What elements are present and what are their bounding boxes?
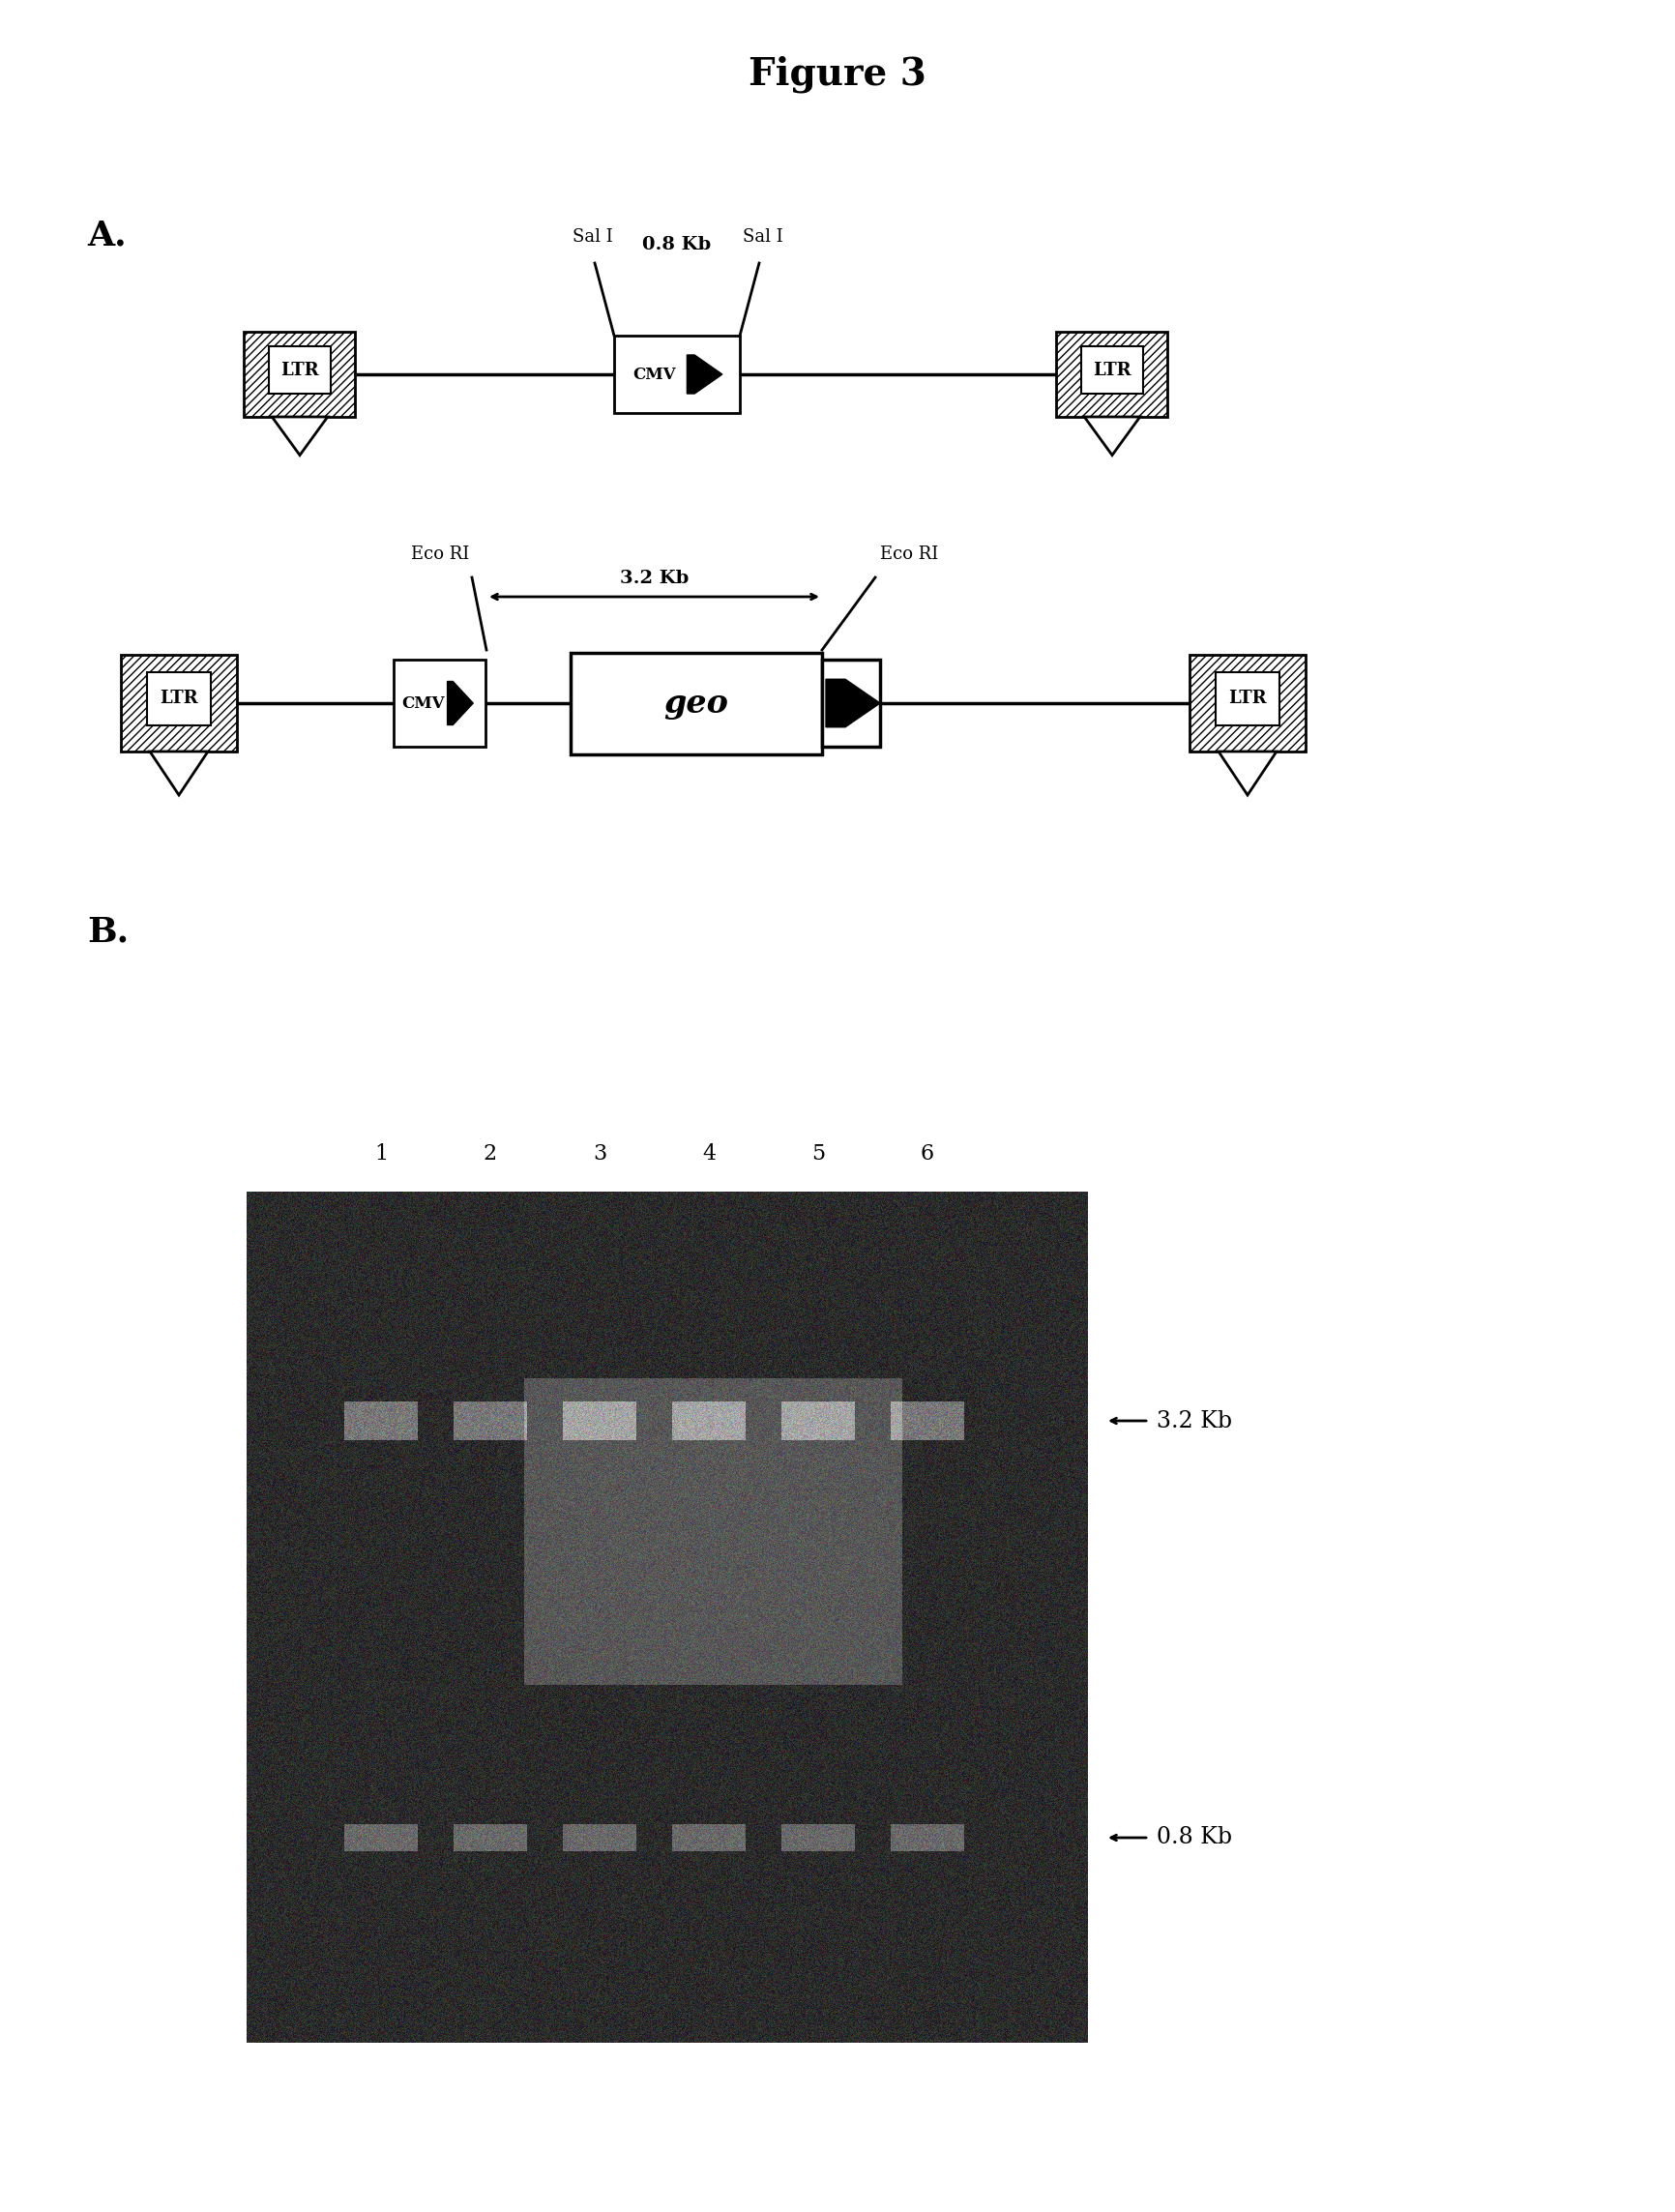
Text: geo: geo (663, 688, 729, 719)
Bar (1214, 672, 1278, 726)
Bar (270, 347, 330, 394)
Text: 5: 5 (811, 1144, 824, 1164)
Polygon shape (1218, 752, 1276, 794)
Bar (147, 672, 211, 726)
Text: 1: 1 (374, 1144, 387, 1164)
Bar (613, 336, 739, 414)
Text: LTR: LTR (280, 361, 318, 378)
Text: 4: 4 (702, 1144, 715, 1164)
Bar (245, 332, 355, 416)
FancyArrow shape (687, 354, 722, 394)
Text: 2: 2 (482, 1144, 497, 1164)
Text: 6: 6 (920, 1144, 933, 1164)
Text: CMV: CMV (633, 367, 675, 383)
Text: LTR: LTR (1228, 690, 1266, 708)
Text: 3.2 Kb: 3.2 Kb (1156, 1409, 1231, 1431)
Bar (394, 659, 486, 748)
Text: LTR: LTR (159, 690, 198, 708)
Text: B.: B. (87, 916, 129, 949)
Bar (1055, 332, 1167, 416)
Text: 0.8 Kb: 0.8 Kb (642, 237, 710, 254)
FancyArrow shape (447, 681, 472, 726)
Text: Sal I: Sal I (742, 228, 782, 246)
Text: Sal I: Sal I (573, 228, 613, 246)
Text: Eco RI: Eco RI (410, 546, 469, 562)
Text: A.: A. (87, 219, 126, 252)
Bar (1189, 655, 1305, 752)
Polygon shape (149, 752, 208, 794)
Bar (121, 655, 236, 752)
FancyArrow shape (826, 679, 879, 728)
Text: 3.2 Kb: 3.2 Kb (620, 571, 688, 586)
Bar (570, 653, 821, 754)
Text: 0.8 Kb: 0.8 Kb (1156, 1827, 1231, 1849)
Text: Figure 3: Figure 3 (749, 55, 926, 93)
Text: LTR: LTR (1092, 361, 1131, 378)
Bar (821, 659, 879, 748)
Polygon shape (1084, 416, 1139, 456)
Text: CMV: CMV (402, 695, 446, 712)
Polygon shape (271, 416, 327, 456)
Text: 3: 3 (593, 1144, 606, 1164)
Text: Eco RI: Eco RI (879, 546, 938, 562)
Bar (1080, 347, 1142, 394)
